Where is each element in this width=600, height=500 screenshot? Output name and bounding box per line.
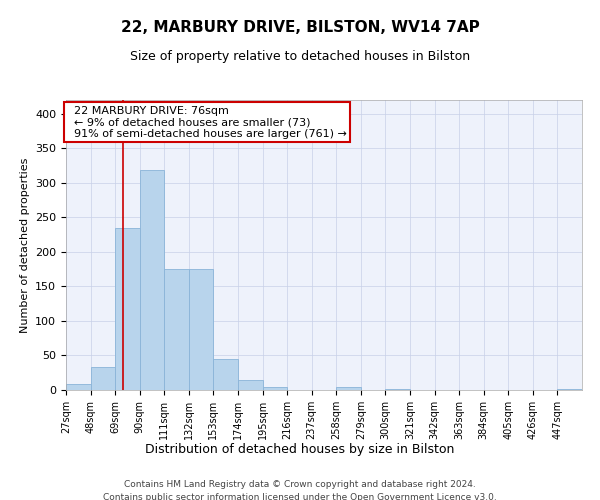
Y-axis label: Number of detached properties: Number of detached properties [20,158,29,332]
Bar [164,269,189,390]
Text: 22 MARBURY DRIVE: 76sqm
  ← 9% of detached houses are smaller (73)
  91% of semi: 22 MARBURY DRIVE: 76sqm ← 9% of detached… [67,106,347,138]
Text: Distribution of detached houses by size in Bilston: Distribution of detached houses by size … [145,442,455,456]
Text: Contains HM Land Registry data © Crown copyright and database right 2024.: Contains HM Land Registry data © Crown c… [124,480,476,489]
Bar [385,388,410,390]
Bar [91,367,115,390]
Bar [140,170,164,390]
Bar [336,387,361,390]
Bar [214,359,238,390]
Text: Contains public sector information licensed under the Open Government Licence v3: Contains public sector information licen… [103,492,497,500]
Bar [189,269,214,390]
Bar [115,228,140,390]
Text: Size of property relative to detached houses in Bilston: Size of property relative to detached ho… [130,50,470,63]
Text: 22, MARBURY DRIVE, BILSTON, WV14 7AP: 22, MARBURY DRIVE, BILSTON, WV14 7AP [121,20,479,35]
Bar [66,384,91,390]
Bar [263,386,287,390]
Bar [238,380,263,390]
